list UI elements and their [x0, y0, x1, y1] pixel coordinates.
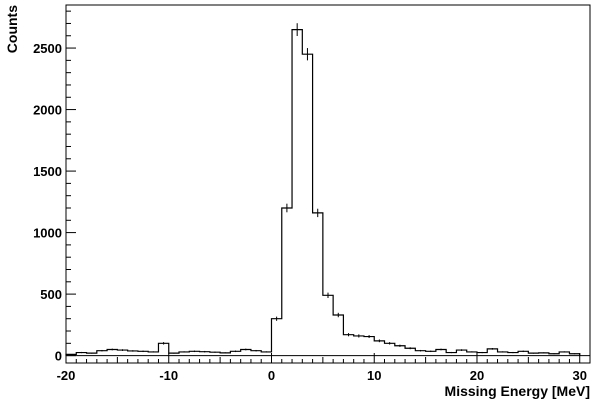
x-tick-label: -10: [159, 368, 178, 383]
y-axis-label: Counts: [4, 5, 20, 53]
x-axis-label: Missing Energy [MeV]: [445, 383, 590, 399]
x-axis-tick-labels: -20 -10 0 10 20 30: [57, 368, 587, 383]
y-axis-tick-labels: 0 500 1000 1500 2000 2500: [33, 41, 62, 364]
y-tick-label: 1500: [33, 164, 62, 179]
y-tick-label: 2000: [33, 103, 62, 118]
y-tick-label: 2500: [33, 41, 62, 56]
histogram-series: [65, 29, 581, 356]
x-tick-label: 0: [268, 368, 275, 383]
y-axis-ticks: [66, 10, 76, 357]
y-tick-label: 500: [40, 287, 62, 302]
x-tick-label: 30: [572, 368, 586, 383]
error-bars: [70, 23, 576, 355]
x-tick-label: -20: [57, 368, 76, 383]
y-tick-label: 1000: [33, 226, 62, 241]
plot-frame: [65, 4, 591, 364]
y-tick-label: 0: [55, 349, 62, 364]
x-axis-ticks: [65, 353, 591, 363]
x-tick-label: 10: [367, 368, 381, 383]
x-tick-label: 20: [470, 368, 484, 383]
